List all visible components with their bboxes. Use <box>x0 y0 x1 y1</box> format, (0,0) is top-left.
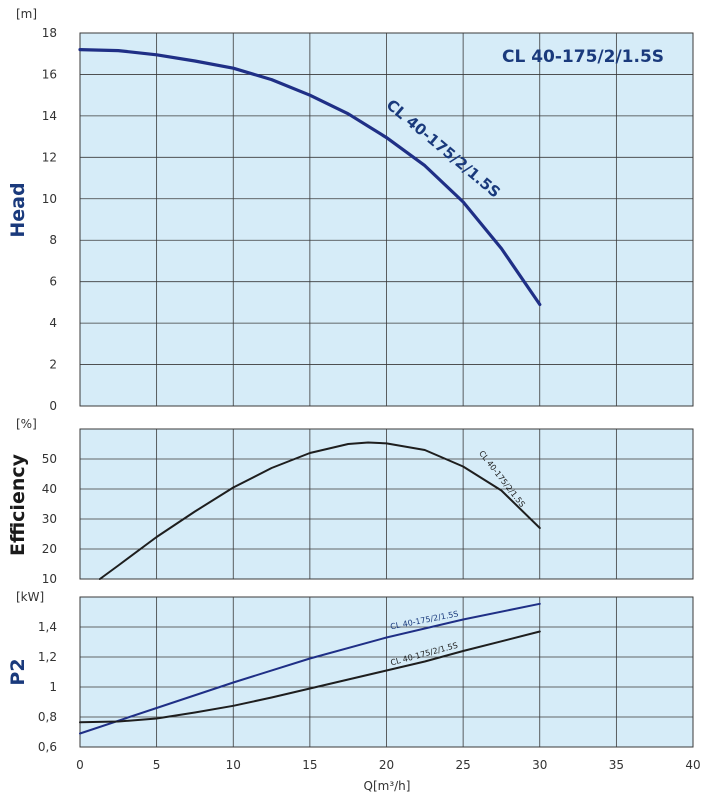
p2-y-tick-label: 0,6 <box>38 740 57 754</box>
p2-series-line-0 <box>79 602 541 735</box>
p2-y-tick-label: 1,2 <box>38 650 57 664</box>
efficiency-y-tick-label: 20 <box>42 542 57 556</box>
p2-y-ticks: 0,6 0,8 1 1,2 1,4 <box>38 620 57 754</box>
x-tick-label: 5 <box>153 758 161 772</box>
p2-y-tick-label: 1,4 <box>38 620 57 634</box>
efficiency-y-tick-label: 30 <box>42 512 57 526</box>
head-axis-label: Head <box>7 182 29 237</box>
x-tick-label: 35 <box>609 758 624 772</box>
efficiency-y-tick-label: 10 <box>42 572 57 586</box>
x-tick-label: 15 <box>302 758 317 772</box>
head-grid <box>80 33 693 406</box>
head-series-line-0 <box>78 48 542 307</box>
head-y-tick-label: 2 <box>49 358 57 372</box>
x-tick-label: 10 <box>226 758 241 772</box>
efficiency-unit: [%] <box>16 417 37 431</box>
p2-y-tick-label: 0,8 <box>38 710 57 724</box>
efficiency-series-line-0 <box>98 441 541 580</box>
p2-axis-label: P2 <box>7 658 29 685</box>
x-tick-label: 25 <box>455 758 470 772</box>
head-y-tick-label: 0 <box>49 399 57 413</box>
x-tick-label: 0 <box>76 758 84 772</box>
head-y-tick-label: 6 <box>49 275 57 289</box>
x-axis-label: Q[m³/h] <box>364 779 411 793</box>
head-y-tick-label: 14 <box>42 109 57 123</box>
x-tick-label: 20 <box>379 758 394 772</box>
x-axis-ticks: 0 5 10 15 20 25 30 35 40 <box>76 758 700 772</box>
x-tick-label: 40 <box>685 758 700 772</box>
head-y-tick-label: 18 <box>42 26 57 40</box>
head-y-tick-label: 4 <box>49 316 57 330</box>
head-chart-title: CL 40-175/2/1.5S <box>502 47 664 67</box>
p2-unit: [kW] <box>16 590 44 604</box>
efficiency-axis-label: Efficiency <box>7 453 29 556</box>
head-y-tick-label: 10 <box>42 192 57 206</box>
p2-panel: 0,60,811,21,4 [kW] P2 CL 40-175/2/1.5SCL… <box>7 590 694 754</box>
head-y-ticks: 0 2 4 6 8 10 12 14 16 18 <box>42 26 57 413</box>
efficiency-grid <box>80 429 693 579</box>
p2-y-tick-label: 1 <box>49 680 57 694</box>
p2-grid <box>80 597 693 747</box>
p2-series-line-1 <box>79 630 541 724</box>
head-unit: [m] <box>16 7 37 21</box>
head-panel: 0 2 4 6 8 10 12 14 16 18 [m] Head CL 40-175/2/1.5… <box>7 7 694 413</box>
x-tick-label: 30 <box>532 758 547 772</box>
efficiency-y-tick-label: 50 <box>42 452 57 466</box>
efficiency-y-tick-label: 40 <box>42 482 57 496</box>
head-y-tick-label: 8 <box>49 233 57 247</box>
efficiency-y-ticks: 10 20 30 40 50 <box>42 452 57 586</box>
head-y-tick-label: 16 <box>42 67 57 81</box>
head-y-tick-label: 12 <box>42 150 57 164</box>
